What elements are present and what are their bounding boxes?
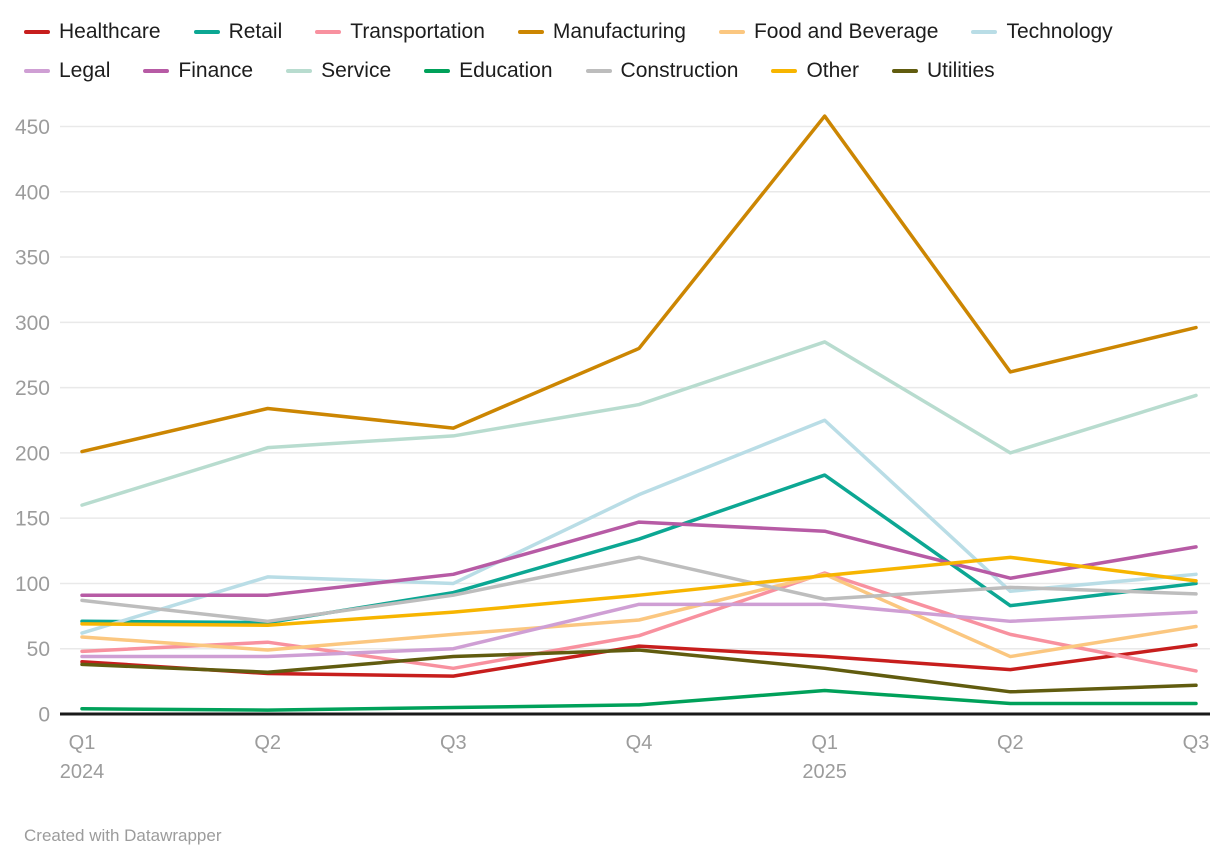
legend-swatch-construction	[585, 68, 612, 73]
legend-label-legal: Legal	[59, 59, 111, 82]
legend-item-education: Education	[424, 59, 553, 82]
x-tick-label: Q3	[1183, 732, 1210, 754]
line-service	[80, 340, 1198, 507]
series-lines	[80, 114, 1198, 712]
line-construction	[80, 555, 1198, 624]
y-tick-label: 350	[15, 247, 50, 270]
legend-label-technology: Technology	[1006, 20, 1113, 43]
legend-label-construction: Construction	[620, 59, 739, 82]
legend-swatch-utilities	[891, 68, 918, 73]
legend-item-healthcare: Healthcare	[24, 21, 161, 42]
legend-swatch-food-and-beverage	[718, 29, 745, 34]
x-year-label: 2024	[60, 761, 105, 783]
x-tick-label: Q2	[254, 732, 281, 754]
legend-label-transportation: Transportation	[350, 20, 485, 43]
legend-swatch-legal	[24, 68, 50, 73]
line-legal	[80, 602, 1198, 659]
line-utilities	[80, 648, 1198, 694]
line-food-and-beverage	[80, 572, 1198, 659]
legend-swatch-technology	[971, 29, 998, 34]
x-axis-labels: Q1 2024 Q2 Q3 Q4 Q1 2025 Q2 Q3	[60, 732, 1210, 783]
y-tick-label: 250	[15, 377, 50, 400]
legend-swatch-transportation	[315, 29, 342, 34]
legend-item-technology: Technology	[971, 20, 1113, 43]
legend-swatch-service	[286, 68, 313, 73]
y-axis-labels: 0 50 100 150 200 250 300 350 400 450	[15, 116, 50, 727]
datawrapper-credit-link[interactable]: Created with Datawrapper	[24, 826, 222, 845]
x-tick-label: Q4	[626, 732, 653, 754]
legend-label-manufacturing: Manufacturing	[552, 20, 686, 43]
y-tick-label: 200	[15, 442, 50, 465]
line-manufacturing	[80, 114, 1198, 454]
line-transportation	[80, 571, 1198, 673]
legend-item-transportation: Transportation	[315, 21, 485, 42]
legend-row-2: Legal Finance Service Education Construction…	[24, 51, 1210, 90]
x-tick-label: Q3	[440, 732, 467, 754]
y-tick-label: 0	[38, 704, 50, 727]
x-tick-label: Q1	[69, 732, 96, 754]
line-retail	[80, 473, 1198, 625]
line-other	[80, 555, 1198, 627]
legend-label-food-and-beverage: Food and Beverage	[753, 20, 939, 43]
y-tick-label: 400	[15, 181, 50, 204]
legend-label-other: Other	[806, 59, 859, 82]
legend-item-utilities: Utilities	[891, 59, 995, 82]
line-finance	[80, 520, 1198, 597]
legend-swatch-healthcare	[24, 29, 50, 34]
legend-row-1: Healthcare Retail Transportation Manufactur…	[24, 12, 1210, 51]
legend-label-finance: Finance	[178, 59, 254, 82]
legend-swatch-finance	[143, 68, 170, 73]
y-tick-label: 150	[15, 508, 50, 531]
legend-item-service: Service	[286, 60, 391, 81]
x-tick-label: Q2	[997, 732, 1024, 754]
legend-label-utilities: Utilities	[926, 59, 995, 82]
legend-swatch-education	[424, 68, 451, 73]
x-year-label: 2025	[802, 761, 847, 783]
y-tick-label: 450	[15, 116, 50, 139]
y-tick-label: 100	[15, 573, 50, 596]
legend-swatch-manufacturing	[517, 29, 544, 34]
x-tick-label: Q1	[811, 732, 838, 754]
legend-item-finance: Finance	[143, 60, 253, 81]
legend-label-service: Service	[321, 59, 392, 82]
legend-item-manufacturing: Manufacturing	[517, 20, 686, 43]
legend-item-retail: Retail	[193, 20, 283, 43]
line-education	[80, 688, 1198, 712]
legend-item-other: Other	[771, 60, 859, 81]
line-technology	[80, 418, 1198, 635]
y-tick-label: 50	[27, 638, 50, 661]
legend-swatch-other	[771, 68, 798, 73]
legend-item-legal: Legal	[24, 60, 110, 81]
chart-legend: Healthcare Retail Transportation Manufactur…	[24, 12, 1210, 90]
legend-item-food-and-beverage: Food and Beverage	[718, 20, 939, 43]
legend-label-education: Education	[459, 59, 553, 82]
legend-item-construction: Construction	[585, 59, 739, 82]
legend-label-healthcare: Healthcare	[59, 20, 161, 43]
legend-swatch-retail	[193, 29, 220, 34]
legend-label-retail: Retail	[228, 20, 283, 43]
y-tick-label: 300	[15, 312, 50, 335]
